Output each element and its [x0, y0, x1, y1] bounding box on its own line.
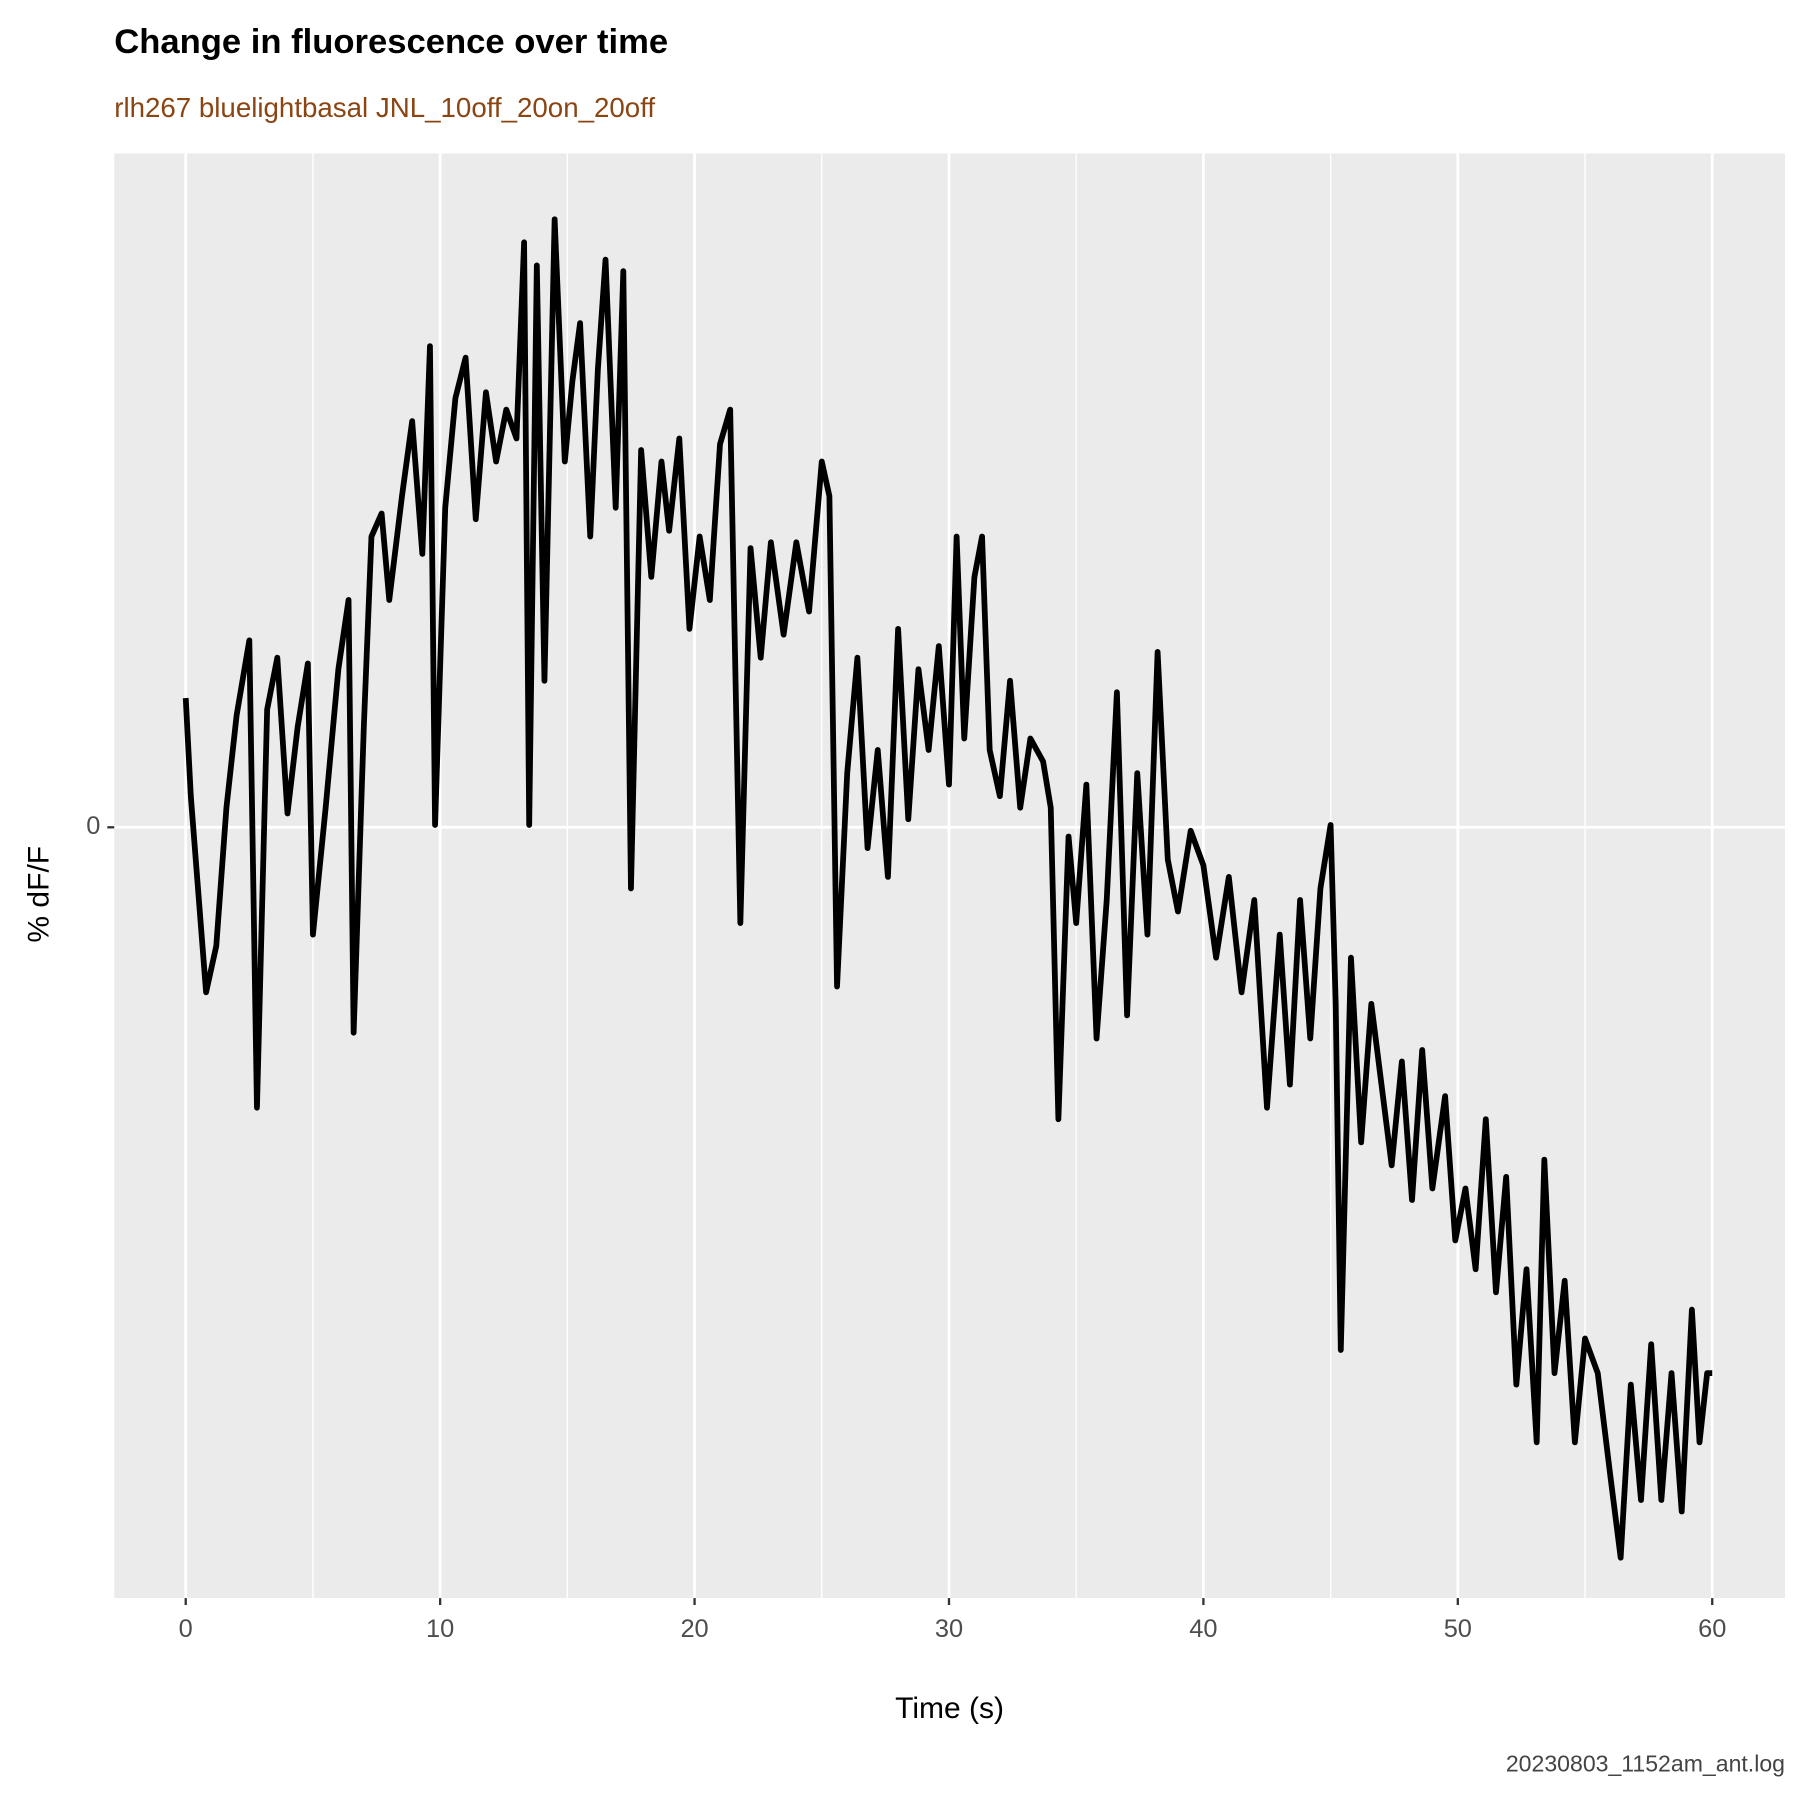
x-tick-label: 50: [1444, 1615, 1472, 1643]
chart-subtitle: rlh267 bluelightbasal JNL_10off_20on_20o…: [114, 92, 655, 123]
x-tick-label: 60: [1698, 1615, 1726, 1643]
caption: 20230803_1152am_ant.log: [1506, 1750, 1785, 1776]
y-tick-label: 0: [86, 812, 100, 840]
x-tick-label: 0: [179, 1615, 193, 1643]
data-line: [182, 216, 1713, 1561]
chart-title: Change in fluorescence over time: [114, 23, 668, 61]
y-axis-label: % dF/F: [22, 846, 55, 943]
x-tick-label: 10: [426, 1615, 454, 1643]
x-tick-label: 30: [935, 1615, 963, 1643]
x-tick-label: 20: [680, 1615, 708, 1643]
x-axis-label: Time (s): [895, 1692, 1004, 1725]
x-tick-label: 40: [1189, 1615, 1217, 1643]
